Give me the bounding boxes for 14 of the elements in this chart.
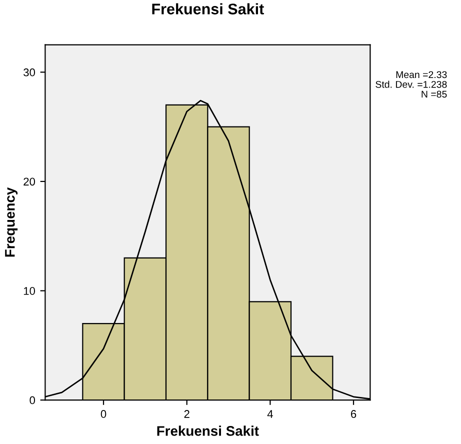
x-tick-label: 0 <box>100 410 106 418</box>
x-tick-label: 4 <box>267 410 273 418</box>
y-axis-title: Frequency <box>5 187 18 257</box>
x-axis-title: Frekuensi Sakit <box>157 426 259 436</box>
x-tick-label: 6 <box>350 410 356 418</box>
y-tick-label: 20 <box>24 178 36 186</box>
y-tick-label: 10 <box>24 287 36 295</box>
text: Std. Dev. =1.238 <box>376 80 447 88</box>
text: Mean =2.33 <box>396 71 447 78</box>
chart-title: Frekuensi Sakit <box>152 3 264 14</box>
text: N =85 <box>422 90 447 98</box>
x-tick-label: 2 <box>184 410 190 418</box>
y-tick-label: 30 <box>24 68 36 76</box>
y-tick-label: 0 <box>30 396 36 404</box>
